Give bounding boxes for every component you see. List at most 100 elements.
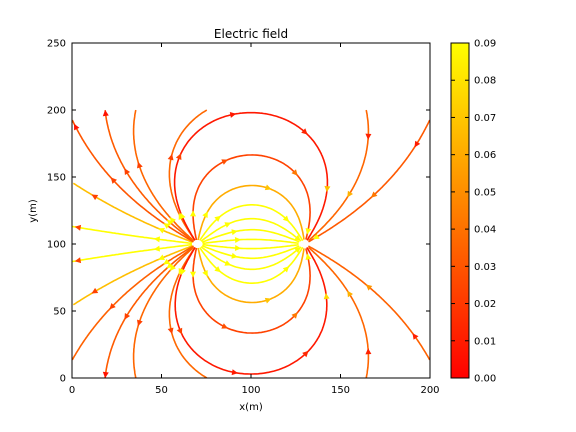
streamline-arrow <box>91 194 99 201</box>
streamline-arrow <box>214 215 221 222</box>
streamline-arrow <box>264 297 272 304</box>
streamline <box>192 154 311 241</box>
x-tick-label: 50 <box>155 385 168 396</box>
streamline <box>201 228 300 243</box>
streamline-arrow <box>231 369 238 376</box>
y-tick-label: 150 <box>47 173 66 184</box>
streamline-arrow <box>365 348 372 355</box>
streamline <box>132 109 195 242</box>
streamline <box>307 246 370 378</box>
streamline-arrow <box>323 293 330 300</box>
streamline-arrow <box>234 237 242 243</box>
streamline-arrow <box>153 236 160 243</box>
streamline-arrow <box>91 287 99 294</box>
streamline-arrow <box>158 228 165 234</box>
streamline <box>201 245 300 260</box>
streamline <box>200 217 302 242</box>
streamline-arrow <box>264 184 272 191</box>
x-tick-label: 200 <box>420 385 439 396</box>
streamline <box>174 246 328 375</box>
streamline-arrow <box>158 254 165 260</box>
streamline-arrow <box>302 350 309 358</box>
streamlines <box>72 109 430 378</box>
y-tick-label: 200 <box>47 106 66 117</box>
plot-frame <box>71 42 431 379</box>
streamline-arrow <box>167 327 174 335</box>
streamline-arrow <box>214 266 221 273</box>
streamline-arrow <box>294 247 301 254</box>
streamline <box>72 225 193 245</box>
x-tick-label: 100 <box>241 385 260 396</box>
streamline-arrow <box>370 191 378 198</box>
colorbar-tick-label: 0.08 <box>474 76 496 87</box>
streamline <box>72 245 193 306</box>
streamline-arrow <box>291 312 298 319</box>
y-tick-label: 250 <box>47 39 66 50</box>
streamline-arrow <box>301 128 308 135</box>
streamline-arrow <box>137 161 143 169</box>
streamline-arrow <box>282 215 290 222</box>
streamline-arrow <box>231 229 238 236</box>
streamline-arrow <box>74 123 80 131</box>
colorbar-tick-label: 0.04 <box>474 225 496 236</box>
streamline-arrow <box>180 212 186 220</box>
streamline-arrow <box>167 153 174 161</box>
streamline-arrow <box>234 245 242 251</box>
streamline-arrow <box>412 333 419 340</box>
colorbar-tick-label: 0.09 <box>474 39 496 50</box>
streamline <box>104 246 194 378</box>
streamline <box>192 247 311 334</box>
streamline-arrow <box>102 371 109 378</box>
streamline-arrow <box>110 177 117 184</box>
colorbar-tick-label: 0.07 <box>474 113 496 124</box>
streamline-arrow <box>153 245 160 252</box>
colorbar-tick-label: 0.06 <box>474 150 496 161</box>
streamline-arrow <box>365 284 373 291</box>
streamline-arrow <box>282 266 290 273</box>
streamline-arrow <box>74 257 82 264</box>
streamline-arrow <box>180 268 186 276</box>
streamline-arrow <box>365 133 372 140</box>
streamline-arrow <box>313 233 320 240</box>
streamline-arrow <box>190 210 196 217</box>
streamline <box>199 246 304 284</box>
streamline-arrow <box>109 303 116 310</box>
streamline-arrow <box>202 211 208 218</box>
streamline-arrow <box>124 313 131 320</box>
streamline-arrow <box>324 185 331 193</box>
streamline-arrow <box>294 234 301 241</box>
streamline-arrow <box>347 190 353 198</box>
streamline-arrow <box>221 323 228 329</box>
streamline-arrow <box>176 327 183 335</box>
streamline <box>132 246 195 378</box>
colorbar-tick-label: 0.01 <box>474 336 496 347</box>
streamline-arrow <box>305 253 312 260</box>
colorbar-tick-label: 0.05 <box>474 187 496 198</box>
streamline <box>200 246 302 271</box>
streamline-arrow <box>305 228 312 235</box>
streamline-arrow <box>190 271 196 278</box>
streamline <box>307 109 370 242</box>
x-axis-label: x(m) <box>239 402 263 413</box>
streamline <box>72 243 193 263</box>
y-tick-label: 100 <box>47 240 66 251</box>
colorbar <box>450 42 470 379</box>
streamline-arrow <box>163 223 171 229</box>
chart-title: Electric field <box>214 27 288 41</box>
streamline-arrow <box>231 252 238 259</box>
streamline-arrow <box>291 169 298 176</box>
streamline-arrow <box>175 153 182 160</box>
streamline-arrow <box>163 258 170 265</box>
streamline-arrow <box>74 224 82 231</box>
streamline-arrow <box>347 290 353 298</box>
streamline-arrow <box>224 222 232 228</box>
colorbar-tick-label: 0.03 <box>474 262 496 273</box>
streamline <box>104 110 194 242</box>
colorbar-tick-label: 0.00 <box>474 374 496 385</box>
x-axis-ticks: 0 50 100 150 200 <box>69 43 440 396</box>
colorbar-tick-label: 0.02 <box>474 299 496 310</box>
streamline-arrow <box>224 260 232 266</box>
streamline-arrow <box>169 217 176 224</box>
streamline-arrow <box>102 109 109 117</box>
streamline-arrow <box>137 319 143 327</box>
